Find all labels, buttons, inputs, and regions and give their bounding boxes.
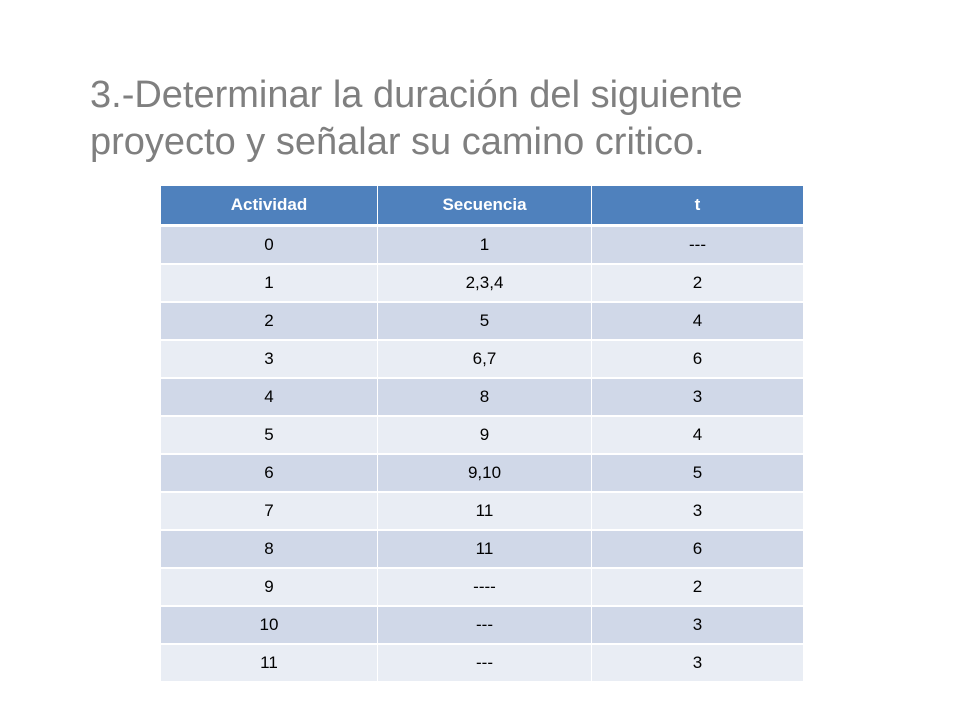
cell-secuencia: 6,7 [377,340,592,378]
table-row: 0 1 --- [160,225,804,264]
header-actividad: Actividad [160,186,378,227]
table-header-row: Actividad Secuencia t [160,186,804,227]
header-t: t [591,186,804,227]
cell-secuencia: 2,3,4 [377,264,592,302]
table-row: 2 5 4 [160,302,804,340]
cell-secuencia: --- [377,644,592,682]
cell-t: 3 [591,492,804,530]
cell-t: --- [591,225,804,264]
slide-title-line-2: proyecto y señalar su camino critico. [90,121,705,163]
cell-t: 6 [591,530,804,568]
cell-secuencia: --- [377,606,592,644]
activity-table: Actividad Secuencia t 0 1 --- 1 2,3,4 2 … [160,186,804,683]
cell-actividad: 6 [160,454,378,492]
cell-actividad: 8 [160,530,378,568]
table-row: 1 2,3,4 2 [160,264,804,302]
slide-title-line-1: 3.-Determinar la duración del siguiente [90,74,743,116]
header-secuencia: Secuencia [377,186,592,227]
cell-actividad: 2 [160,302,378,340]
cell-secuencia: ---- [377,568,592,606]
table-row: 8 11 6 [160,530,804,568]
slide-title: 3.-Determinar la duración del siguiente … [90,72,890,166]
table-row: 7 11 3 [160,492,804,530]
cell-actividad: 11 [160,644,378,682]
cell-actividad: 4 [160,378,378,416]
cell-secuencia: 11 [377,492,592,530]
cell-actividad: 0 [160,225,378,264]
cell-actividad: 5 [160,416,378,454]
cell-secuencia: 9 [377,416,592,454]
table-row: 10 --- 3 [160,606,804,644]
cell-t: 3 [591,606,804,644]
cell-secuencia: 11 [377,530,592,568]
cell-t: 2 [591,568,804,606]
cell-actividad: 7 [160,492,378,530]
cell-secuencia: 5 [377,302,592,340]
table-row: 5 9 4 [160,416,804,454]
cell-t: 4 [591,416,804,454]
cell-t: 6 [591,340,804,378]
cell-t: 3 [591,378,804,416]
cell-secuencia: 8 [377,378,592,416]
cell-t: 4 [591,302,804,340]
cell-t: 5 [591,454,804,492]
table-row: 9 ---- 2 [160,568,804,606]
cell-t: 2 [591,264,804,302]
cell-secuencia: 1 [377,225,592,264]
table-row: 4 8 3 [160,378,804,416]
table-row: 3 6,7 6 [160,340,804,378]
cell-t: 3 [591,644,804,682]
cell-actividad: 9 [160,568,378,606]
cell-actividad: 3 [160,340,378,378]
table-row: 6 9,10 5 [160,454,804,492]
table-row: 11 --- 3 [160,644,804,682]
cell-secuencia: 9,10 [377,454,592,492]
cell-actividad: 10 [160,606,378,644]
cell-actividad: 1 [160,264,378,302]
